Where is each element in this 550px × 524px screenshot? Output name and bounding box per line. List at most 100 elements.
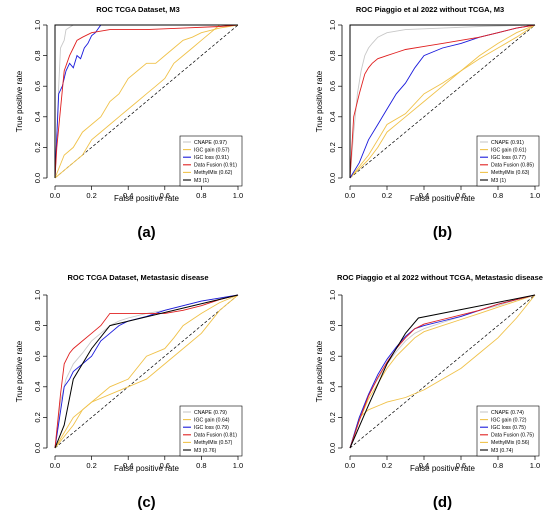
y-tick-label: 0.2: [328, 142, 337, 152]
y-tick-label: 0.0: [33, 173, 42, 183]
legend-box: [476, 135, 540, 187]
roc-panel-b: 0.0 0.2 0.4 0.6 0.8 1.0 0.0 0.2 0.4 0.6 0.8 1.0 ROC …: [315, 5, 540, 241]
x-axis-title: False positive rate: [114, 464, 179, 473]
x-tick-label: 0.6: [160, 461, 170, 470]
roc-panel-a: 0.0 0.2 0.4 0.6 0.8 1.0 0.0 0.2 0.4 0.6 0.8 1.0 ROC …: [15, 5, 243, 241]
series-line-m3: [54, 294, 239, 449]
legend-box: [476, 405, 540, 457]
y-tick-label: 0.8: [33, 50, 42, 60]
y-tick-label: 0.4: [328, 112, 337, 122]
x-tick-label: 0.4: [419, 461, 429, 470]
legend-entry: MethylMix (0.62): [194, 170, 233, 176]
chart-title: ROC TCGA Dataset, Metastasic disease: [67, 273, 208, 282]
x-tick-label: 1.0: [530, 461, 540, 470]
y-tick-label: 0.8: [328, 50, 337, 60]
series-line-methylmix: [54, 294, 239, 449]
legend-entry: IGC loss (0.75): [491, 425, 526, 431]
series-line-igc-gain: [349, 294, 536, 449]
legend-entry: CNAPE (0.91): [491, 140, 524, 146]
y-tick-label: 0.0: [33, 443, 42, 453]
legend-box: [179, 405, 243, 457]
y-tick-label: 0.4: [33, 382, 42, 392]
legend-entry: CNAPE (0.97): [194, 140, 227, 146]
series-line-data-fusion: [54, 24, 239, 179]
x-tick-label: 0.6: [160, 191, 170, 200]
series-line-igc-loss: [54, 294, 239, 449]
chart-title: ROC TCGA Dataset, M3: [96, 5, 180, 14]
legend-entry: M3 (0.76): [194, 448, 216, 454]
x-tick-label: 0.4: [419, 191, 429, 200]
legend-entry: M3 (1): [491, 178, 506, 184]
y-tick-label: 0.8: [33, 320, 42, 330]
y-tick-label: 1.0: [33, 20, 42, 30]
y-tick-label: 0.0: [328, 173, 337, 183]
x-tick-label: 0.4: [123, 461, 133, 470]
legend-entry: Data Fusion (0.91): [194, 163, 237, 169]
series-line-igc-gain: [54, 24, 238, 179]
legend-entry: MethylMix (0.56): [491, 440, 530, 446]
chart-title: ROC Piaggio et al 2022 without TCGA, Met…: [337, 273, 543, 282]
y-tick-label: 0.6: [328, 81, 337, 91]
roc-panel-d: 0.0 0.2 0.4 0.6 0.8 1.00.00.20.40.60.81.0ROC …: [315, 273, 543, 511]
y-tick-label: 0.8: [328, 320, 337, 330]
x-tick-label: 0.8: [493, 191, 503, 200]
series-line-m3: [54, 24, 238, 178]
y-tick-label: 1.0: [33, 290, 42, 300]
y-tick-label: 1.0: [328, 20, 337, 30]
x-tick-label: 0.6: [456, 461, 466, 470]
panel-label: (d): [433, 494, 452, 511]
series-line-methylmix: [349, 294, 536, 449]
panel-label: (a): [137, 224, 155, 241]
series-line-m3: [349, 24, 535, 178]
legend-entry: IGC loss (0.77): [491, 155, 526, 161]
series-line-data-fusion: [54, 294, 239, 449]
y-tick-label: 0.6: [33, 81, 42, 91]
x-tick-label: 0.2: [86, 191, 96, 200]
y-axis-title: True positive rate: [15, 70, 24, 132]
x-tick-label: 1.0: [233, 191, 243, 200]
y-tick-label: 0.0: [328, 443, 337, 453]
legend-entry: IGC gain (0.72): [491, 417, 527, 423]
y-tick-label: 0.6: [33, 351, 42, 361]
x-tick-label: 1.0: [233, 461, 243, 470]
x-tick-label: 1.0: [530, 191, 540, 200]
x-axis-title: False positive rate: [114, 194, 179, 203]
x-tick-label: 0.8: [493, 461, 503, 470]
legend-entry: CNAPE (0.74): [491, 410, 524, 416]
legend-entry: M3 (1): [194, 178, 209, 184]
y-axis-title: True positive rate: [315, 70, 324, 132]
x-tick-label: 0.0: [50, 191, 60, 200]
series-line-m3: [349, 294, 536, 449]
y-tick-label: 0.6: [328, 351, 337, 361]
chance-diagonal: [349, 294, 536, 449]
series-line-data-fusion: [349, 294, 536, 449]
chance-diagonal: [349, 24, 536, 179]
series-line-igc-gain: [349, 24, 536, 179]
x-tick-label: 0.2: [382, 461, 392, 470]
x-axis-title: False positive rate: [410, 194, 475, 203]
x-tick-label: 0.2: [382, 191, 392, 200]
panel-label: (b): [433, 224, 452, 241]
x-tick-label: 0.0: [345, 461, 355, 470]
x-tick-label: 0.6: [456, 191, 466, 200]
x-tick-label: 0.0: [50, 461, 60, 470]
x-tick-label: 0.8: [196, 461, 206, 470]
legend-entry: Data Fusion (0.85): [491, 163, 534, 169]
y-tick-label: 0.2: [33, 412, 42, 422]
legend-entry: IGC loss (0.91): [194, 155, 229, 161]
x-tick-label: 0.0: [345, 191, 355, 200]
legend-entry: Data Fusion (0.81): [194, 433, 237, 439]
legend-entry: MethylMix (0.57): [194, 440, 233, 446]
legend-entry: M3 (0.74): [491, 448, 513, 454]
x-tick-label: 0.4: [123, 191, 133, 200]
legend-entry: CNAPE (0.79): [194, 410, 227, 416]
panel-label: (c): [137, 494, 155, 511]
y-tick-label: 1.0: [328, 290, 337, 300]
roc-panel-c: 0.0 0.2 0.4 0.6 0.8 1.0 0.0 0.2 0.4 0.6 0.8 1.0 ROC …: [15, 273, 243, 511]
legend-entry: IGC gain (0.64): [194, 417, 230, 423]
legend-entry: Data Fusion (0.75): [491, 433, 534, 439]
y-axis-title: True positive rate: [315, 340, 324, 402]
y-tick-label: 0.2: [328, 412, 337, 422]
x-tick-label: 0.2: [86, 461, 96, 470]
